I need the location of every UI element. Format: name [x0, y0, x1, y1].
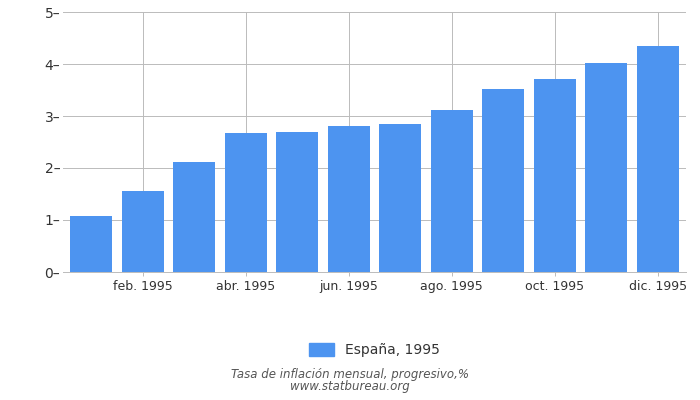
- Bar: [70, 216, 113, 272]
- Bar: [328, 126, 370, 272]
- Bar: [430, 110, 473, 272]
- Bar: [225, 133, 267, 272]
- Legend: España, 1995: España, 1995: [302, 336, 447, 364]
- Bar: [276, 132, 318, 272]
- Bar: [122, 191, 164, 272]
- Bar: [482, 89, 524, 272]
- Bar: [379, 124, 421, 272]
- Text: Tasa de inflación mensual, progresivo,%: Tasa de inflación mensual, progresivo,%: [231, 368, 469, 381]
- Bar: [585, 64, 627, 272]
- Bar: [173, 162, 216, 272]
- Bar: [636, 46, 679, 272]
- Text: www.statbureau.org: www.statbureau.org: [290, 380, 410, 393]
- Bar: [533, 78, 576, 272]
